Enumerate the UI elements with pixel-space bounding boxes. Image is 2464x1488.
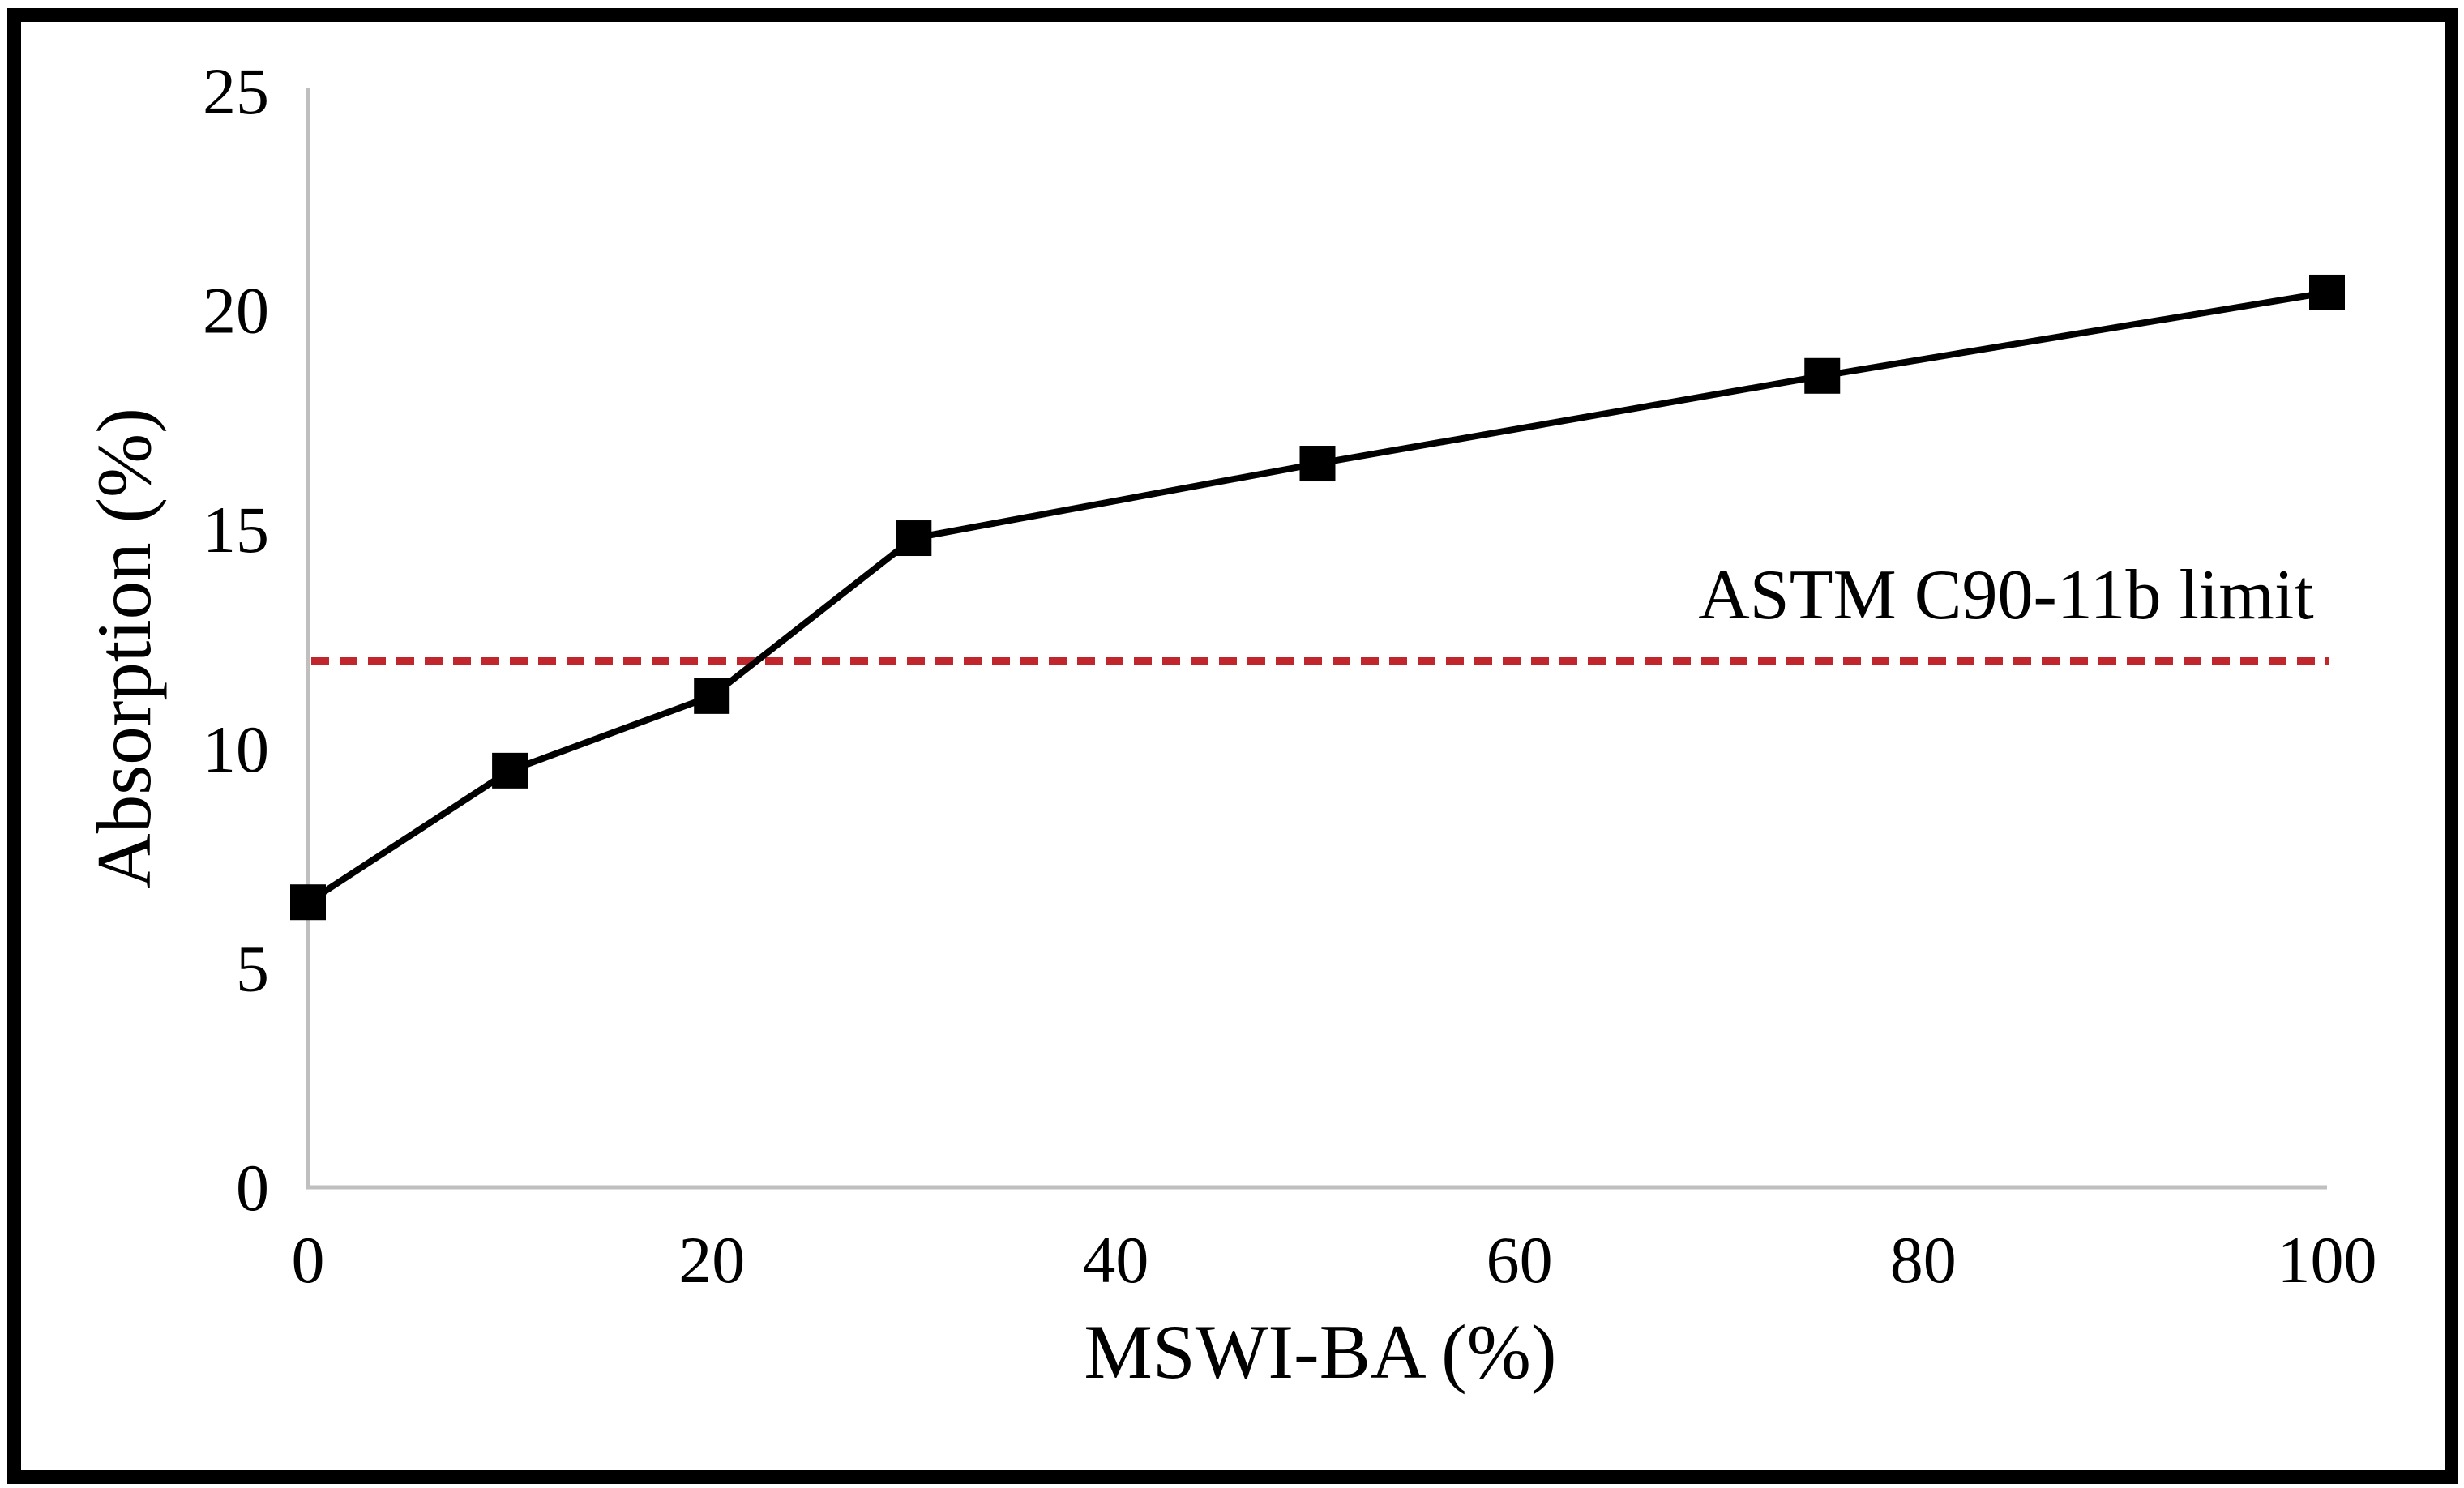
y-tick-label: 15 <box>203 493 269 567</box>
x-axis-title: MSWI-BA (%) <box>1084 1309 1556 1395</box>
y-axis-title: Absorption (%) <box>81 408 167 889</box>
data-point-marker <box>896 520 932 557</box>
x-tick-label: 100 <box>2278 1223 2377 1297</box>
y-tick-label: 10 <box>203 712 269 786</box>
data-point-marker <box>1299 446 1336 482</box>
tick-labels-layer: 0 5 10 15 20 25 0 20 40 60 80 100 <box>203 54 2377 1297</box>
data-point-marker <box>290 884 326 921</box>
y-tick-label: 0 <box>236 1151 269 1225</box>
x-tick-label: 80 <box>1890 1223 1957 1297</box>
data-point-marker <box>492 752 528 789</box>
data-point-marker <box>1804 357 1841 394</box>
axes <box>306 88 2327 1190</box>
x-tick-label: 0 <box>292 1223 325 1297</box>
x-tick-label: 40 <box>1082 1223 1149 1297</box>
reference-line-label: ASTM C90-11b limit <box>1698 556 2313 635</box>
data-series-layer <box>290 274 2345 921</box>
y-tick-label: 20 <box>203 274 269 348</box>
y-tick-label: 25 <box>203 54 269 128</box>
y-tick-label: 5 <box>236 931 269 1005</box>
x-tick-label: 20 <box>678 1223 745 1297</box>
data-point-marker <box>694 678 730 714</box>
data-point-marker <box>2309 274 2345 310</box>
x-tick-label: 60 <box>1487 1223 1553 1297</box>
